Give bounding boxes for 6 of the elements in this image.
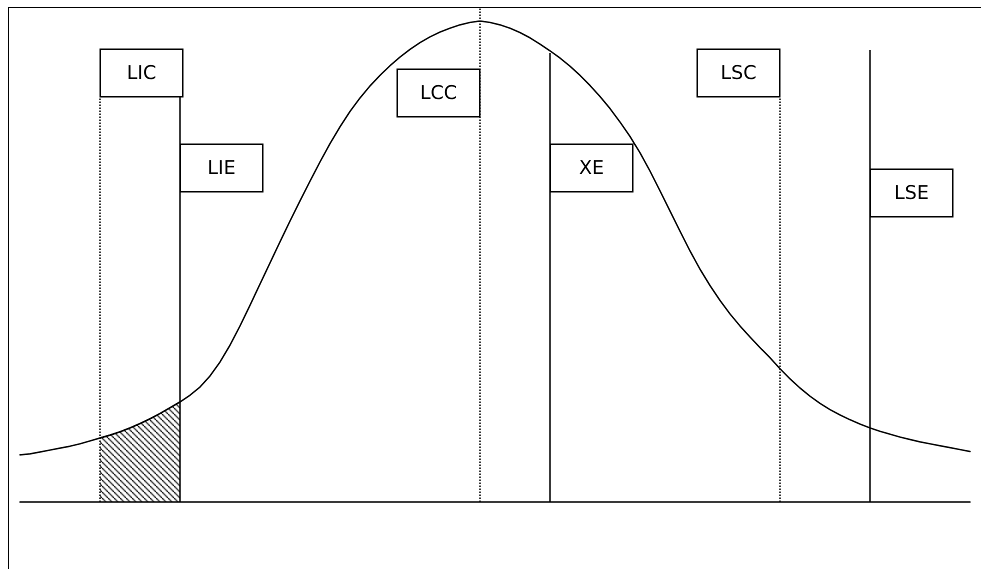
annotation: LIC [126,62,156,84]
annotation: LIE [207,157,236,179]
annotation: LSC [720,62,756,84]
annotation: LCC [420,82,458,104]
annotation: XE [578,157,604,179]
annotation: LSE [894,182,929,204]
